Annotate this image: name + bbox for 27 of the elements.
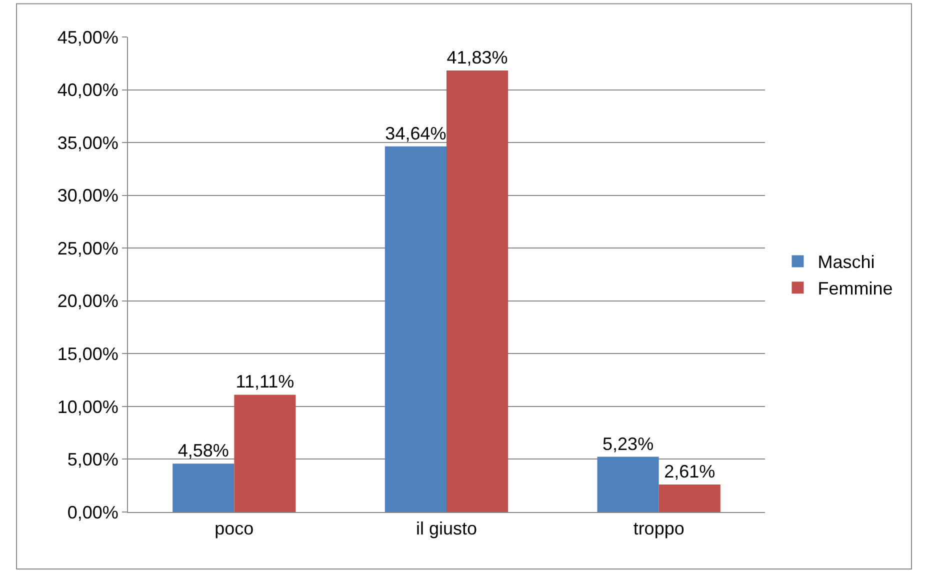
y-tick-label: 10,00%	[57, 396, 118, 417]
x-tick-label: troppo	[633, 518, 684, 539]
bar	[658, 484, 720, 512]
x-tick-label: poco	[214, 518, 254, 539]
y-tick-label: 30,00%	[57, 186, 118, 206]
data-label: 2,61%	[664, 461, 716, 482]
data-label: 4,58%	[178, 440, 229, 461]
bar	[446, 70, 508, 512]
data-label: 41,83%	[446, 47, 508, 68]
legend-label: Femmine	[818, 278, 893, 299]
y-tick-label: 35,00%	[57, 132, 118, 153]
y-tick-label: 25,00%	[57, 238, 118, 258]
data-label: 5,23%	[602, 434, 654, 454]
bar	[597, 456, 659, 512]
bar	[172, 464, 234, 512]
bar	[384, 146, 446, 512]
bar	[234, 394, 296, 512]
data-label: 34,64%	[385, 123, 446, 144]
y-tick-label: 45,00%	[57, 27, 118, 48]
y-tick-label: 0,00%	[67, 502, 118, 522]
y-tick-label: 15,00%	[57, 344, 118, 364]
legend-label: Maschi	[818, 252, 875, 272]
y-tick-label: 5,00%	[67, 450, 118, 470]
y-tick-label: 40,00%	[57, 80, 118, 100]
x-tick-label: il giusto	[416, 518, 478, 539]
y-tick-label: 20,00%	[57, 291, 118, 312]
data-label: 11,11%	[236, 372, 294, 392]
